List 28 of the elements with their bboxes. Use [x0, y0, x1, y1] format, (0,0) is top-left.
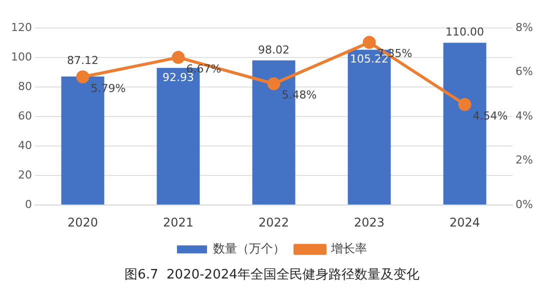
y2-tick-label: 0%: [516, 198, 533, 211]
point: [362, 36, 376, 49]
point: [172, 50, 185, 64]
y2-tick-label: 6%: [516, 65, 533, 78]
x-tick-label: 2022: [258, 215, 290, 230]
y-tick-label: 80: [18, 80, 32, 93]
y-tick-label: 0: [24, 198, 32, 211]
y-tick-label: 100: [10, 50, 32, 64]
x-tick-label: 2020: [67, 215, 98, 230]
data-label: 110.00: [446, 26, 484, 39]
point: [267, 77, 280, 90]
x-tick-label: 2024: [450, 215, 480, 230]
y2-tick-label: 4%: [516, 109, 533, 122]
data-label: 98.02: [258, 43, 290, 56]
data-label: 87.12: [67, 54, 99, 67]
y-tick-label: 20: [18, 168, 32, 182]
y-tick-label: 60: [18, 109, 32, 122]
x-tick-label: 2023: [354, 215, 385, 230]
y2-tick-label: 2%: [516, 154, 533, 167]
point: [458, 98, 472, 112]
legend-label: 数量（万个）: [213, 242, 285, 256]
y2-tick-label: 8%: [516, 20, 533, 34]
legend-label: 增长率: [330, 242, 367, 256]
point: [76, 70, 90, 84]
text: 图6.7 2020-2024年全国全民健身路径数量及变化: [124, 268, 420, 283]
y-tick-label: 120: [10, 20, 32, 34]
y-tick-label: 40: [18, 138, 32, 152]
x-tick-label: 2021: [162, 215, 194, 230]
